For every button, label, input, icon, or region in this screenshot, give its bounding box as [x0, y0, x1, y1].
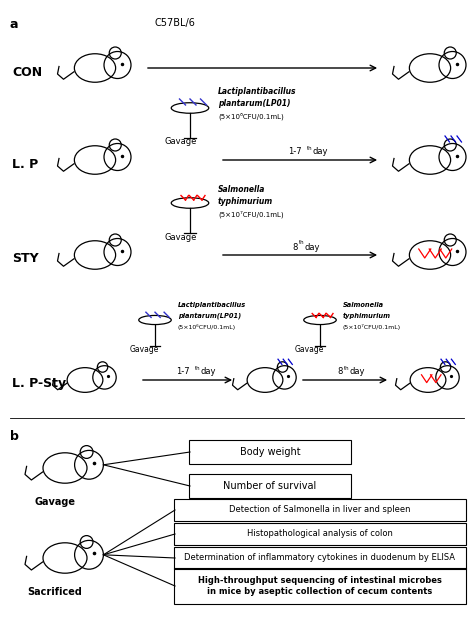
Text: Body weight: Body weight [240, 447, 301, 457]
Text: typhimurium: typhimurium [218, 198, 273, 207]
Text: day: day [305, 243, 320, 252]
Text: L. P: L. P [12, 157, 38, 171]
Text: Gavage: Gavage [35, 497, 75, 507]
Text: th: th [307, 146, 313, 150]
Text: (5×10⁷CFU/0.1mL): (5×10⁷CFU/0.1mL) [343, 324, 401, 330]
Text: Gavage: Gavage [165, 232, 197, 241]
Text: Determination of inflammatory cytokines in duodenum by ELISA: Determination of inflammatory cytokines … [184, 553, 456, 562]
Text: 1-7: 1-7 [176, 367, 190, 376]
Text: Detection of Salmonella in liver and spleen: Detection of Salmonella in liver and spl… [229, 505, 411, 514]
Text: plantarum(LP01): plantarum(LP01) [178, 313, 241, 319]
Text: plantarum(LP01): plantarum(LP01) [218, 100, 291, 108]
Text: C57BL/6: C57BL/6 [155, 18, 196, 28]
Text: th: th [344, 365, 350, 370]
Text: (5×10⁶CFU/0.1mL): (5×10⁶CFU/0.1mL) [218, 112, 284, 120]
Text: CON: CON [12, 65, 42, 78]
Text: th: th [299, 241, 305, 245]
Text: typhimurium: typhimurium [343, 313, 391, 319]
Text: STY: STY [12, 252, 38, 266]
Text: Salmonella: Salmonella [218, 186, 265, 195]
Text: day: day [201, 367, 217, 376]
Text: b: b [10, 430, 19, 443]
Text: (5×10⁷CFU/0.1mL): (5×10⁷CFU/0.1mL) [218, 210, 283, 218]
Text: Gavage: Gavage [295, 345, 324, 354]
Text: Lactiplantibacillus: Lactiplantibacillus [218, 87, 297, 96]
Text: day: day [350, 367, 365, 376]
Text: L. P-Sty: L. P-Sty [12, 377, 66, 390]
Text: (5×10⁶CFU/0.1mL): (5×10⁶CFU/0.1mL) [178, 324, 236, 330]
Text: Gavage: Gavage [165, 137, 197, 146]
Text: 8: 8 [292, 243, 298, 252]
Text: Gavage: Gavage [130, 345, 159, 354]
Text: Histopathological analysis of colon: Histopathological analysis of colon [247, 530, 393, 539]
Text: day: day [313, 148, 328, 157]
Text: Number of survival: Number of survival [223, 481, 317, 491]
Text: a: a [10, 18, 18, 31]
Text: 8: 8 [337, 367, 343, 376]
Text: Lactiplantibacillus: Lactiplantibacillus [178, 302, 246, 308]
Text: 1-7: 1-7 [288, 148, 302, 157]
Text: th: th [195, 365, 201, 370]
Text: Salmonella: Salmonella [343, 302, 384, 308]
Text: Sacrificed: Sacrificed [27, 587, 82, 597]
Text: High-throughput sequencing of intestinal microbes
in mice by aseptic collection : High-throughput sequencing of intestinal… [198, 577, 442, 596]
